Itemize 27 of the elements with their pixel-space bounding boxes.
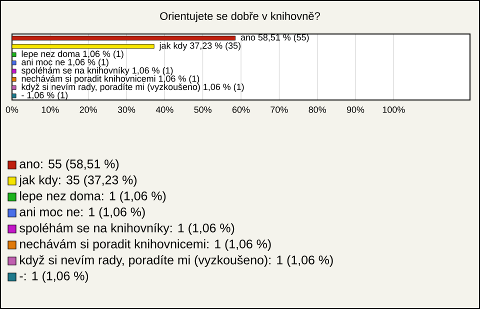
data-label: - 1,06 % (1) bbox=[22, 92, 68, 100]
x-tick-label: 30% bbox=[118, 106, 136, 113]
data-label: ani moc ne 1,06 % (1) bbox=[22, 58, 108, 68]
x-tick-label: 100% bbox=[382, 106, 405, 113]
x-tick-label: 90% bbox=[346, 106, 364, 113]
data-label: lepe nez doma 1,06 % (1) bbox=[22, 50, 124, 59]
text: ani moc ne: 1 (1,06 %) bbox=[20, 207, 145, 219]
text: jak kdy: 35 (37,23 %) bbox=[18, 175, 137, 187]
x-tick-label: 60% bbox=[232, 106, 250, 113]
text: ano: 55 (58,51 %) bbox=[20, 159, 119, 171]
x-tick-label: 80% bbox=[308, 106, 326, 113]
x-tick-label: 10% bbox=[42, 106, 59, 113]
x-tick-label: 20% bbox=[80, 106, 97, 113]
text: lepe nez doma: 1 (1,06 %) bbox=[20, 191, 166, 203]
chart-title: Orientujete se dobře v knihovně? bbox=[160, 12, 320, 22]
data-label: spoléhám se na knihovníky 1,06 % (1) bbox=[22, 66, 173, 76]
x-tick-label: 0% bbox=[6, 106, 18, 113]
data-label: nechávám si poradit knihovnicemi 1,06 % (1) bbox=[22, 75, 200, 84]
text: -: 1 (1,06 %) bbox=[20, 271, 88, 283]
x-tick-label: 70% bbox=[270, 106, 288, 113]
x-tick-label: 40% bbox=[156, 106, 174, 113]
data-label: když si nevím rady, poradíte mi (vyzkoušeno) 1,06 % (1) bbox=[22, 83, 244, 92]
text: nechávám si poradit knihovnicemi: 1 (1,06 %) bbox=[20, 239, 271, 251]
text: spoléhám se na knihovníky: 1 (1,06 %) bbox=[20, 223, 234, 235]
text: když si nevím rady, poradíte mi (vyzkoušeno): 1 (1,06 %) bbox=[20, 255, 333, 267]
data-label: jak kdy 37,23 % (35) bbox=[159, 42, 240, 51]
x-tick-label: 50% bbox=[194, 106, 212, 113]
